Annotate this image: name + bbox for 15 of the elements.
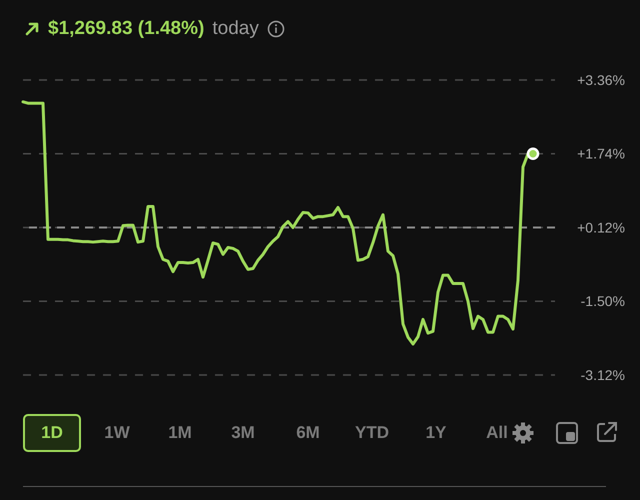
- y-tick-label: -3.12%: [580, 366, 625, 383]
- text: 1Y: [424, 422, 448, 444]
- text: 6M: [295, 422, 321, 444]
- y-tick-label: +0.12%: [577, 219, 625, 236]
- y-tick-label: -1.50%: [580, 293, 625, 310]
- chart-title: $1,269.83 (1.48%): [48, 18, 204, 40]
- chart-subtitle: today: [212, 18, 259, 40]
- text: 1M: [167, 422, 193, 444]
- text: 1D: [23, 414, 81, 452]
- y-tick-label: +1.74%: [577, 146, 625, 162]
- text: 3M: [230, 422, 256, 444]
- text: All: [485, 422, 509, 444]
- y-tick-label: +3.36%: [577, 72, 625, 88]
- text: YTD: [354, 422, 390, 444]
- text: 1W: [103, 422, 131, 444]
